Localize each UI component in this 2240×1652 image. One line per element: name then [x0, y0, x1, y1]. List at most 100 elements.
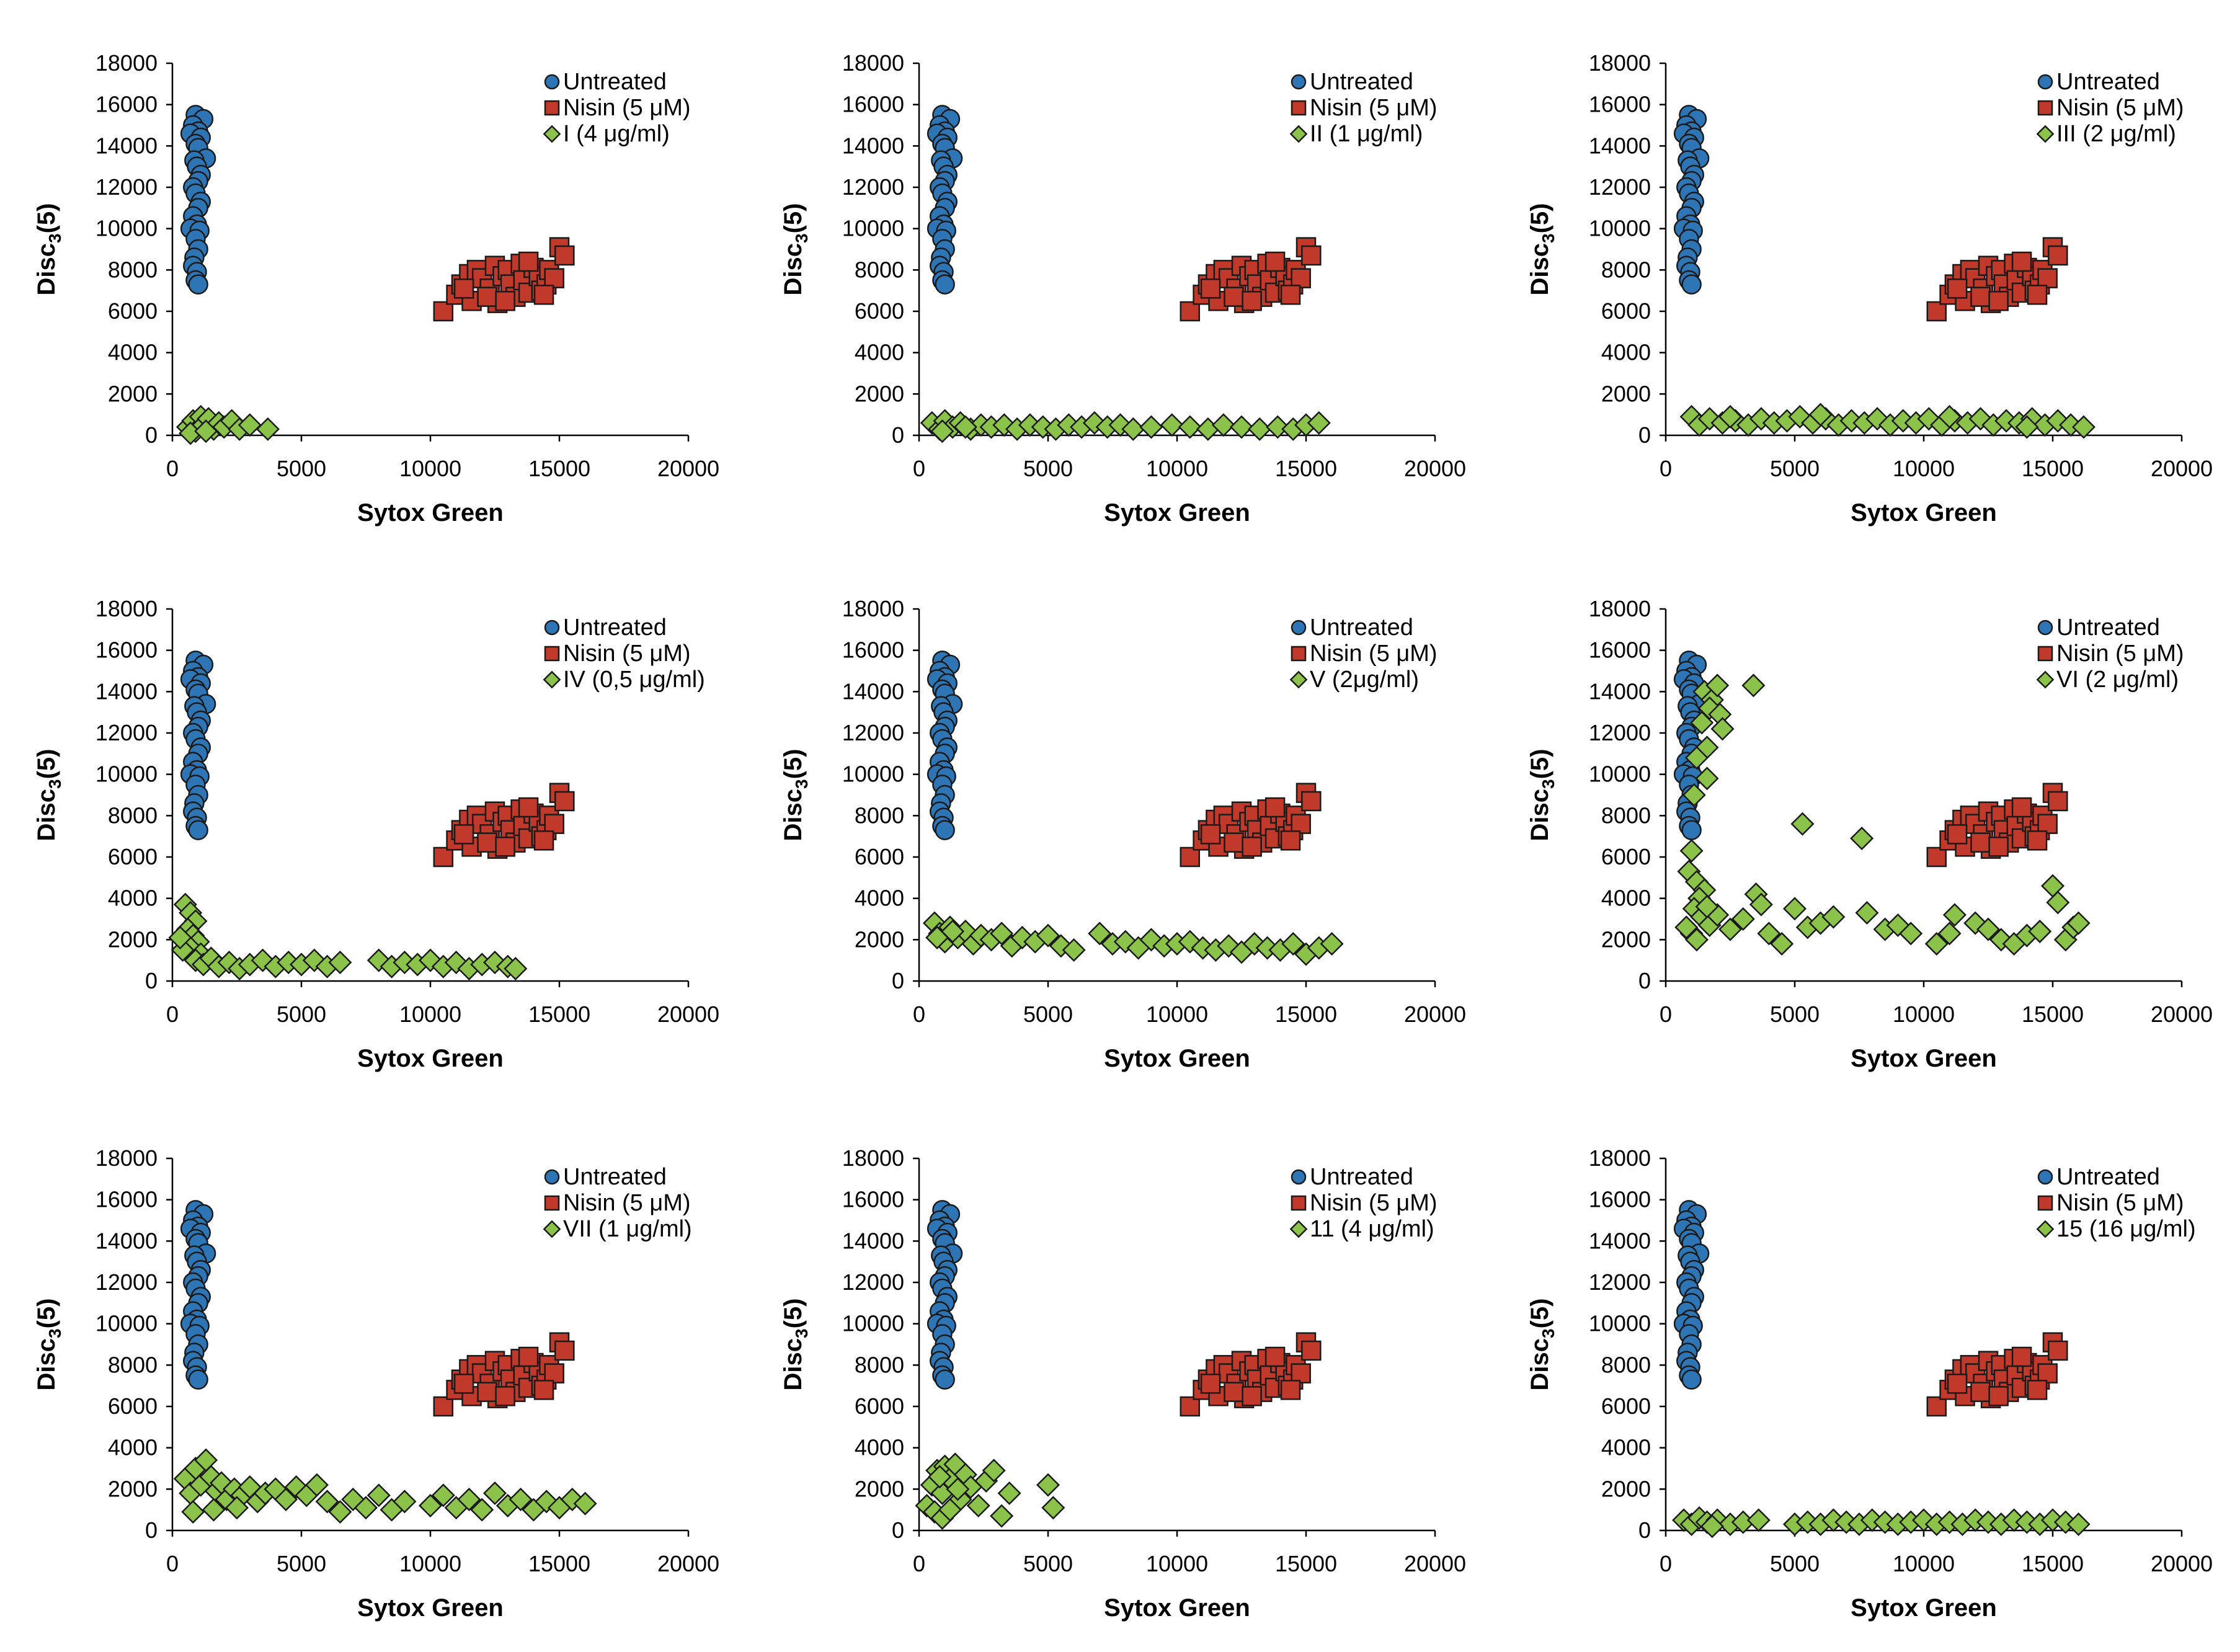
legend-label-nisin: Nisin (5 μM)	[2056, 641, 2184, 667]
data-point-compound	[1850, 826, 1874, 851]
series-nisin	[433, 1332, 575, 1417]
data-point-compound	[1036, 1473, 1060, 1497]
legend-marker-nisin	[1291, 100, 1307, 116]
data-point-nisin	[1264, 797, 1286, 818]
x-tick-label: 5000	[1023, 1551, 1073, 1576]
data-point-nisin	[1988, 837, 2009, 857]
y-axis-title-subscript: 3	[1539, 1328, 1558, 1338]
y-tick-label: 18000	[842, 1145, 904, 1171]
data-point-compound	[304, 1473, 329, 1497]
legend-label-untreated: Untreated	[2056, 1164, 2160, 1190]
data-point-compound	[238, 413, 262, 437]
legend-label-untreated: Untreated	[1310, 69, 1413, 95]
y-tick-label: 8000	[855, 802, 904, 828]
data-point-untreated	[188, 274, 208, 295]
series-nisin	[1180, 783, 1322, 868]
y-axis-title-tail: (5)	[780, 749, 807, 779]
data-point-compound	[202, 1498, 226, 1522]
data-point-compound	[1942, 903, 1967, 927]
data-point-compound	[2015, 415, 2039, 439]
data-point-compound	[1718, 917, 1743, 941]
y-tick-label: 0	[1638, 968, 1651, 993]
series-compound	[168, 892, 528, 981]
x-tick-label: 0	[913, 1551, 925, 1576]
y-tick-label: 10000	[842, 216, 904, 241]
data-point-nisin	[2011, 1346, 2032, 1367]
series-nisin	[1926, 1332, 2068, 1417]
data-point-nisin	[433, 1396, 454, 1417]
legend-marker-nisin	[544, 1195, 560, 1211]
data-point-compound	[1062, 938, 1086, 962]
data-point-nisin	[1301, 1340, 1322, 1361]
y-tick-label: 18000	[1589, 1145, 1651, 1171]
x-tick-label: 20000	[2151, 456, 2213, 481]
y-tick-label: 10000	[1589, 1311, 1651, 1336]
data-point-nisin	[1200, 1374, 1221, 1394]
y-tick-label: 8000	[1601, 257, 1651, 282]
data-point-nisin	[2037, 814, 2058, 834]
series-untreated	[927, 1200, 963, 1390]
data-point-compound	[1808, 402, 1833, 427]
data-point-compound	[1757, 921, 1781, 946]
data-point-compound	[1937, 921, 1962, 946]
y-tick-label: 4000	[108, 340, 158, 365]
data-point-compound	[256, 417, 280, 442]
data-point-compound	[1679, 838, 1704, 863]
x-tick-label: 20000	[657, 1001, 719, 1027]
y-tick-label: 2000	[108, 926, 158, 952]
legend-marker-nisin	[1291, 1195, 1307, 1211]
data-point-nisin	[1301, 245, 1322, 266]
y-tick-label: 0	[892, 422, 904, 448]
data-point-nisin	[1280, 1380, 1301, 1400]
y-axis-title-main: Disc	[33, 1338, 60, 1391]
y-tick-label: 8000	[108, 1352, 158, 1377]
data-point-compound	[1695, 894, 1719, 919]
legend-marker-compound	[2036, 670, 2055, 689]
y-tick-label: 6000	[1601, 844, 1651, 869]
y-tick-label: 12000	[842, 720, 904, 745]
data-point-nisin	[1970, 286, 1991, 307]
series-untreated	[180, 1200, 216, 1390]
series-nisin	[1180, 237, 1322, 322]
y-tick-label: 10000	[842, 762, 904, 787]
x-tick-label: 10000	[1893, 1551, 1955, 1576]
data-point-untreated	[935, 820, 955, 840]
data-point-nisin	[1264, 251, 1286, 272]
data-point-nisin	[1301, 791, 1322, 812]
data-point-nisin	[1242, 291, 1262, 311]
y-tick-label: 4000	[1601, 1435, 1651, 1460]
series-compound	[915, 1452, 1065, 1530]
x-tick-label: 15000	[1275, 1551, 1337, 1576]
series-untreated	[1673, 105, 1710, 295]
legend-marker-compound	[1289, 1220, 1308, 1238]
data-point-untreated	[935, 274, 955, 295]
y-tick-label: 14000	[1589, 133, 1651, 158]
data-point-compound	[1036, 923, 1060, 948]
series-nisin	[433, 237, 575, 322]
legend-marker-nisin	[2037, 1195, 2053, 1211]
legend-label-compound: II (1 μg/ml)	[1310, 121, 1423, 147]
data-point-compound	[2028, 919, 2052, 944]
series-compound	[920, 409, 1331, 443]
data-point-nisin	[1988, 291, 2009, 311]
data-point-compound	[1695, 766, 1719, 791]
y-tick-label: 12000	[842, 174, 904, 200]
data-point-nisin	[1264, 1346, 1286, 1367]
data-point-compound	[966, 1493, 990, 1518]
x-tick-label: 5000	[277, 1001, 326, 1027]
y-tick-label: 6000	[855, 1393, 904, 1419]
data-point-compound	[573, 1491, 597, 1516]
data-point-nisin	[1947, 824, 1968, 845]
y-axis-title-tail: (5)	[33, 203, 60, 234]
data-point-compound	[1937, 404, 1962, 429]
y-tick-label: 6000	[108, 298, 158, 324]
data-point-nisin	[453, 824, 474, 845]
x-tick-label: 10000	[1146, 1001, 1208, 1027]
y-axis-title-tail: (5)	[780, 1299, 807, 1329]
data-point-compound	[1821, 905, 1846, 929]
x-axis-title: Sytox Green	[1104, 499, 1250, 526]
y-axis-title-tail: (5)	[1526, 203, 1553, 234]
